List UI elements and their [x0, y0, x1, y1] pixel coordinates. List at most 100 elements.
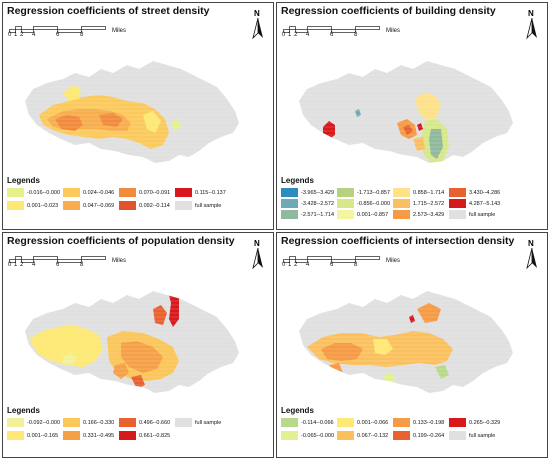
coefficient-area	[331, 369, 343, 391]
legend-swatch	[7, 431, 24, 440]
legend-label: 0.001--0.165	[27, 432, 59, 439]
north-arrow-icon: N	[251, 239, 265, 271]
legend-swatch	[393, 431, 410, 440]
legend-item: 0.001--0.066	[337, 418, 388, 427]
legend-swatch	[449, 431, 466, 440]
legend-label: 0.331--0.495	[83, 432, 115, 439]
legend-swatch	[175, 418, 192, 427]
scale-tick-label: 0	[282, 32, 286, 38]
choropleth-map	[3, 269, 273, 401]
scale-unit: Miles	[386, 258, 401, 264]
map-panel-building-density: Regression coefficients of building dens…	[276, 2, 548, 230]
legend-item: 0.001--0.165	[7, 431, 58, 440]
legend-swatch	[7, 188, 24, 197]
legend-item: 3.430--4.286	[449, 188, 500, 197]
legend-label: 1.715--2.572	[413, 200, 445, 207]
scale-tick-label: 8	[354, 32, 358, 38]
legend-swatch	[281, 418, 298, 427]
scale-bar: 0 1 2 4 6 8 Miles	[8, 21, 149, 45]
map-legend: -0.114--0.066 -0.065--0.000 0.001--0.066 0.…	[281, 418, 547, 457]
legend-label: 0.067--0.132	[357, 432, 389, 439]
legend-swatch	[119, 418, 136, 427]
legend-swatch	[63, 431, 80, 440]
map-panel-street-density: Regression coefficients of street densit…	[2, 2, 274, 230]
legend-item: full sample	[175, 201, 221, 210]
coefficient-area	[321, 343, 363, 361]
legend-swatch	[63, 201, 80, 210]
choropleth-map	[3, 39, 273, 171]
legend-swatch	[337, 199, 354, 208]
scale-tick-label: 0	[282, 262, 286, 268]
legend-item: 0.001--0.857	[337, 210, 388, 219]
legend-label: 4.287--5.143	[469, 200, 501, 207]
legend-swatch	[281, 188, 298, 197]
legend-label: full sample	[195, 419, 222, 426]
scale-tick-label: 2	[294, 262, 298, 268]
coefficient-area	[29, 325, 103, 367]
scale-tick-label: 2	[20, 262, 24, 268]
legend-swatch	[337, 188, 354, 197]
scale-tick-label: 6	[56, 262, 60, 268]
legend-item: 0.115--0.137	[175, 188, 226, 197]
map-panel-intersection-density: Regression coefficients of intersection …	[276, 232, 548, 458]
legend-title: Legends	[7, 406, 40, 415]
legend-label: 0.265--0.329	[469, 419, 501, 426]
legend-item: -0.856--0.000	[337, 199, 390, 208]
north-label: N	[254, 9, 260, 18]
legend-item: 0.661--0.825	[119, 431, 170, 440]
legend-label: 0.496--0.660	[139, 419, 171, 426]
coefficient-area	[113, 363, 129, 379]
legend-swatch	[7, 201, 24, 210]
legend-item: 0.024--0.046	[63, 188, 114, 197]
legend-label: full sample	[469, 432, 496, 439]
legend-item: 0.858--1.714	[393, 188, 444, 197]
legend-item: full sample	[175, 418, 221, 427]
legend-swatch	[449, 210, 466, 219]
scale-tick-label: 1	[288, 262, 292, 268]
legend-swatch	[393, 418, 410, 427]
legend-swatch	[175, 201, 192, 210]
legend-label: 0.070--0.091	[139, 189, 171, 196]
legend-label: full sample	[195, 202, 222, 209]
coefficient-area	[143, 111, 161, 133]
legend-swatch	[281, 431, 298, 440]
legend-item: 0.331--0.495	[63, 431, 114, 440]
scale-bar: 0 1 2 4 6 8 Miles	[8, 251, 149, 275]
legend-title: Legends	[281, 406, 314, 415]
legend-label: -0.065--0.000	[301, 432, 335, 439]
legend-swatch	[337, 431, 354, 440]
legend-item: 0.199--0.264	[393, 431, 444, 440]
scale-tick-label: 0	[8, 32, 12, 38]
scale-tick-label: 1	[14, 32, 18, 38]
scale-tick-label: 1	[14, 262, 18, 268]
scale-tick-label: 2	[294, 32, 298, 38]
legend-swatch	[119, 188, 136, 197]
scale-tick-label: 8	[80, 262, 84, 268]
scale-tick-label: 4	[306, 32, 310, 38]
legend-item: 0.496--0.660	[119, 418, 170, 427]
legend-swatch	[449, 188, 466, 197]
legend-label: 0.024--0.046	[83, 189, 115, 196]
legend-label: 0.166--0.330	[83, 419, 115, 426]
scale-tick-label: 6	[330, 262, 334, 268]
legend-item: 1.715--2.572	[393, 199, 444, 208]
legend-label: 0.001--0.857	[357, 211, 389, 218]
map-legend: -3.965--3.429 -3.428--2.572 -2.571--1.714 -…	[281, 188, 547, 228]
legend-swatch	[119, 431, 136, 440]
legend-label: 2.573--3.429	[413, 211, 445, 218]
coefficient-area	[131, 375, 145, 389]
coefficient-area	[63, 353, 77, 365]
legend-swatch	[175, 188, 192, 197]
scale-tick-label: 4	[306, 262, 310, 268]
north-label: N	[528, 9, 534, 18]
legend-label: 0.133--0.198	[413, 419, 445, 426]
legend-swatch	[393, 199, 410, 208]
legend-swatch	[7, 418, 24, 427]
choropleth-map	[277, 269, 547, 401]
legend-label: 0.858--1.714	[413, 189, 445, 196]
scale-tick-label: 1	[288, 32, 292, 38]
legend-item: -0.065--0.000	[281, 431, 334, 440]
legend-item: 0.067--0.132	[337, 431, 388, 440]
coefficient-area	[383, 373, 395, 385]
scale-unit: Miles	[112, 28, 127, 34]
